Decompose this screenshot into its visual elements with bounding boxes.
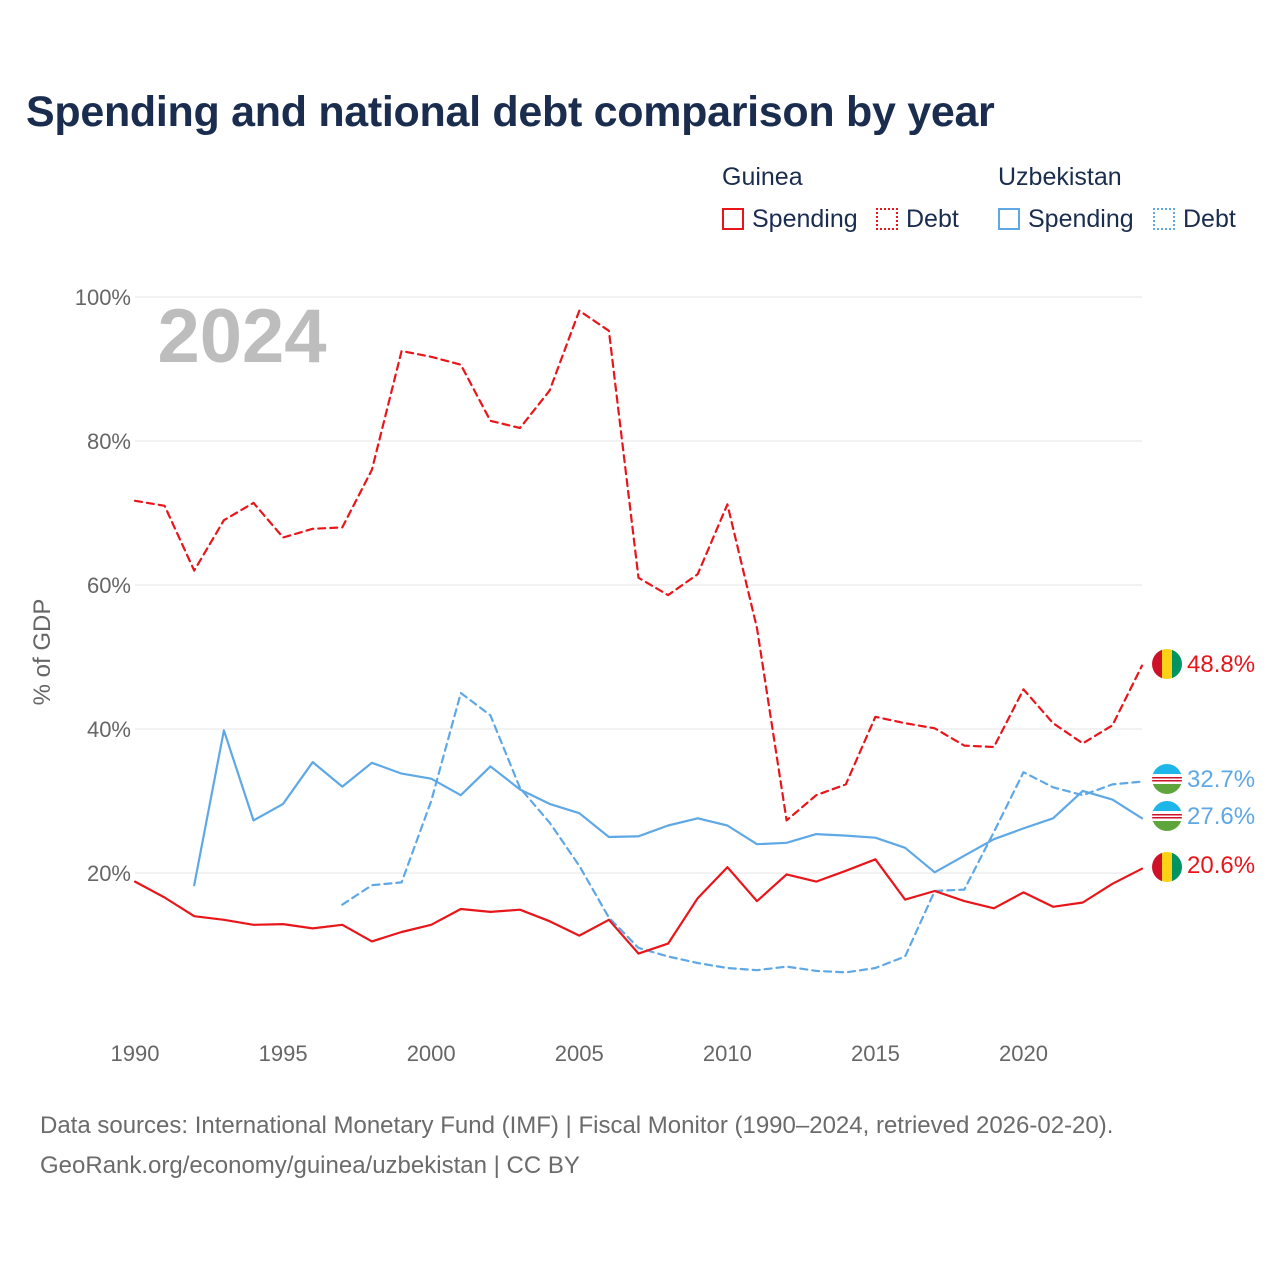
legend-label: Spending xyxy=(1028,204,1134,233)
legend-solid-swatch-icon xyxy=(998,208,1020,230)
x-tick-label: 2010 xyxy=(703,1041,752,1066)
grid-lines xyxy=(135,296,1142,874)
y-axis-label: % of GDP xyxy=(29,599,56,706)
legend-group-guinea: Guinea xyxy=(722,163,803,191)
source-url-line[interactable]: GeoRank.org/economy/guinea/uzbekistan | … xyxy=(40,1152,580,1179)
source-line: Data sources: International Monetary Fun… xyxy=(40,1112,1114,1139)
end-label-guinea-debt: 48.8% xyxy=(1187,651,1255,678)
uzbekistan-flag-icon xyxy=(1152,801,1182,831)
y-tick-label: 80% xyxy=(87,429,131,454)
chart-title: Spending and national debt comparison by… xyxy=(26,88,995,136)
legend-label: Spending xyxy=(752,204,858,233)
guinea-flag-icon xyxy=(1152,852,1182,882)
legend-guinea-spending[interactable]: Spending xyxy=(722,203,858,235)
series-line-uzbekistan-debt[interactable] xyxy=(341,691,1144,974)
series-line-guinea-spending[interactable] xyxy=(133,858,1144,955)
legend-solid-swatch-icon xyxy=(722,208,744,230)
y-axis: 20% 40% 60% 80% 100% xyxy=(75,285,131,886)
x-tick-label: 2000 xyxy=(407,1041,456,1066)
end-label-guinea-spending: 20.6% xyxy=(1187,852,1255,879)
series-layer xyxy=(133,309,1144,974)
x-tick-label: 1990 xyxy=(111,1041,160,1066)
legend-label: Debt xyxy=(1183,204,1236,233)
end-label-uzbekistan-debt: 32.7% xyxy=(1187,766,1255,793)
legend-uzbekistan-spending[interactable]: Spending xyxy=(998,203,1134,235)
legend-dotted-swatch-icon xyxy=(876,208,898,230)
legend-group-uzbekistan: Uzbekistan xyxy=(998,163,1122,191)
x-tick-label: 2020 xyxy=(999,1041,1048,1066)
series-line-guinea-debt[interactable] xyxy=(133,309,1144,822)
legend-label: Debt xyxy=(906,204,959,233)
x-tick-label: 2005 xyxy=(555,1041,604,1066)
legend-guinea-debt[interactable]: Debt xyxy=(876,203,959,235)
x-axis: 1990 1995 2000 2005 2010 2015 2020 xyxy=(111,1041,1048,1066)
x-tick-label: 1995 xyxy=(259,1041,308,1066)
legend-dotted-swatch-icon xyxy=(1153,208,1175,230)
y-tick-label: 60% xyxy=(87,573,131,598)
uzbekistan-flag-icon xyxy=(1152,764,1182,794)
end-label-uzbekistan-spending: 27.6% xyxy=(1187,803,1255,830)
y-tick-label: 20% xyxy=(87,861,131,886)
y-tick-label: 100% xyxy=(75,285,131,310)
series-line-uzbekistan-spending[interactable] xyxy=(193,729,1144,887)
legend-uzbekistan-debt[interactable]: Debt xyxy=(1153,203,1236,235)
y-tick-label: 40% xyxy=(87,717,131,742)
year-watermark: 2024 xyxy=(157,294,326,379)
source-note: Data sources: International Monetary Fun… xyxy=(40,1106,1113,1186)
x-tick-label: 2015 xyxy=(851,1041,900,1066)
guinea-flag-icon xyxy=(1152,649,1182,679)
